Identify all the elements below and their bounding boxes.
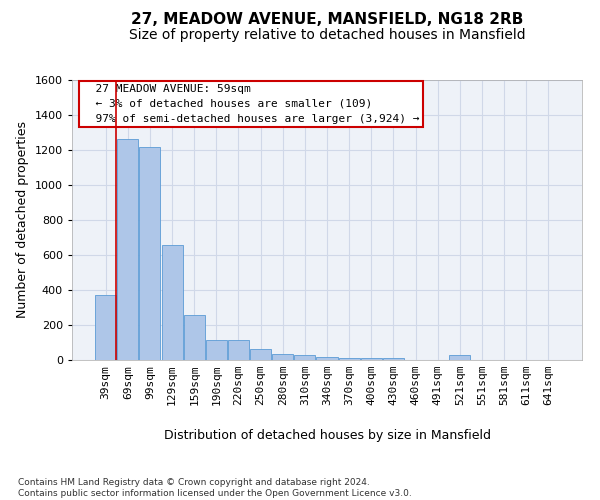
Text: Contains HM Land Registry data © Crown copyright and database right 2024.
Contai: Contains HM Land Registry data © Crown c…: [18, 478, 412, 498]
Bar: [206, 340, 227, 360]
Text: Size of property relative to detached houses in Mansfield: Size of property relative to detached ho…: [128, 28, 526, 42]
Bar: [338, 358, 359, 360]
Text: 27, MEADOW AVENUE, MANSFIELD, NG18 2RB: 27, MEADOW AVENUE, MANSFIELD, NG18 2RB: [131, 12, 523, 28]
Bar: [161, 244, 182, 360]
Bar: [316, 357, 338, 360]
Text: 27 MEADOW AVENUE: 59sqm
  ← 3% of detached houses are smaller (109)
  97% of sem: 27 MEADOW AVENUE: 59sqm ← 3% of detached…: [82, 84, 420, 124]
Bar: [361, 358, 382, 360]
Text: Distribution of detached houses by size in Mansfield: Distribution of detached houses by size …: [163, 430, 491, 442]
Bar: [118, 138, 139, 360]
Bar: [383, 358, 404, 360]
Bar: [295, 356, 316, 360]
Bar: [95, 295, 116, 360]
Bar: [228, 340, 249, 360]
Bar: [272, 354, 293, 360]
Bar: [250, 348, 271, 360]
Bar: [139, 148, 160, 360]
Bar: [449, 355, 470, 360]
Y-axis label: Number of detached properties: Number of detached properties: [16, 122, 29, 318]
Bar: [184, 314, 205, 360]
